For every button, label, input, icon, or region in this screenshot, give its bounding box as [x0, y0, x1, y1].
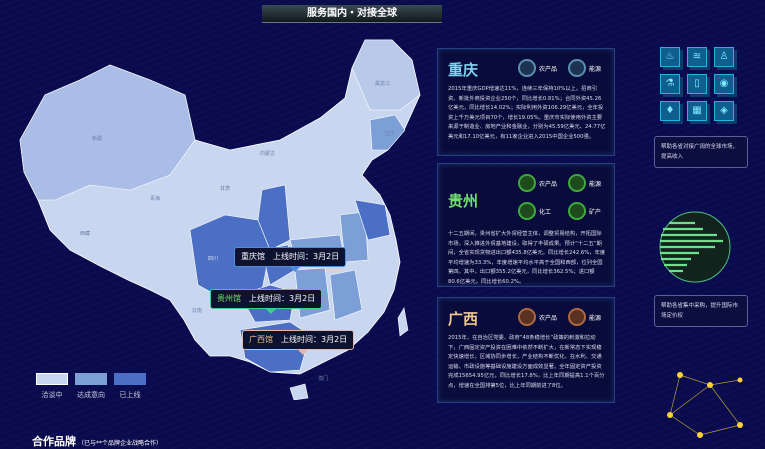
region-heilongjiang — [351, 39, 421, 111]
callout-name: 重庆馆 — [241, 252, 265, 261]
page-title: 服务国内・对接全球 — [262, 5, 442, 23]
corn-icon — [518, 308, 536, 326]
corn-icon — [518, 174, 536, 192]
tag-agriculture: 农产品 — [518, 174, 557, 192]
label-xinjiang: 新疆 — [92, 135, 102, 142]
tag-mineral: 矿产 — [568, 202, 601, 220]
panel-title: 广西 — [448, 310, 479, 328]
callout-chongqing[interactable]: 重庆馆 上线时间：3月2日 — [234, 247, 347, 272]
callout-time: 上线时间：3月2日 — [249, 294, 316, 303]
region-jiangsu — [354, 199, 391, 241]
panel-guizhou: 贵州 农产品 能源 化工 矿产 十二五期间，贵州省扩大外贸经营主体，调整贸易结构… — [437, 163, 615, 287]
bottle-icon[interactable]: ♨ — [660, 47, 680, 67]
region-hainan — [289, 383, 309, 400]
panel-chongqing: 重庆 农产品 能源 2015年重庆GDP增速达11%，连续三年保持10%以上。招… — [437, 48, 615, 156]
drop-icon — [568, 174, 586, 192]
logs-icon[interactable]: ≋ — [687, 47, 707, 67]
flask-icon — [518, 202, 536, 220]
label-sichuan: 四川 — [208, 256, 218, 262]
region-jiangxi — [329, 269, 363, 321]
network-graphic — [667, 372, 743, 438]
category-icon-grid: ♨ ≋ ♙ ⚗ ▯ ◉ ♦ ▦ ◈ — [660, 47, 734, 121]
label-neimenggu: 内蒙古 — [260, 150, 275, 157]
brand-heading: 合作品牌 （已与**个品牌企业战略合作） — [32, 435, 163, 448]
callout-time: 上线时间：3月2日 — [273, 252, 340, 261]
region-sichuan — [189, 214, 271, 301]
legend-item: 达成意向 — [75, 373, 107, 400]
label-heilongjiang: 黑龙江 — [375, 80, 390, 87]
device-icon[interactable]: ▦ — [687, 101, 707, 121]
label-qinghai: 青海 — [150, 195, 160, 202]
panel-text: 2015年，在自治区党委、政府“48条稳增长”政策的刺激和拉动下，广西固定资产投… — [448, 335, 605, 389]
tag-chemical: 化工 — [518, 202, 551, 220]
layers-icon[interactable]: ◈ — [714, 101, 734, 121]
callout-time: 上线时间：3月2日 — [281, 335, 348, 344]
note-pricing-power: 帮助各省集中采购，提升国际市场定价权 — [654, 295, 748, 327]
fire-icon[interactable]: ♦ — [660, 101, 680, 121]
flask-icon[interactable]: ⚗ — [660, 74, 680, 94]
magnet-icon — [568, 202, 586, 220]
map-legend: 洽谈中 达成意向 已上线 — [36, 373, 146, 400]
panel-guangxi: 广西 农产品 能源 2015年，在自治区党委、政府“48条稳增长”政策的刺激和拉… — [437, 297, 615, 403]
tag-energy: 能源 — [568, 308, 601, 326]
callout-name: 广西馆 — [249, 335, 273, 344]
drop-icon — [568, 59, 586, 77]
region-liaoning — [369, 114, 406, 151]
tag-agriculture: 农产品 — [518, 308, 557, 326]
panel-title: 贵州 — [448, 192, 479, 210]
legend-item: 已上线 — [114, 373, 146, 400]
region-anhui — [339, 211, 369, 263]
corn-icon — [518, 59, 536, 77]
region-taiwan — [397, 307, 409, 337]
panel-text: 十二五期间，贵州省扩大外贸经营主体，调整贸易结构，开拓国际市场，深入推进外贸基地… — [448, 231, 606, 285]
callout-guangxi[interactable]: 广西馆 上线时间：3月2日 — [242, 330, 355, 355]
label-gansu: 甘肃 — [220, 185, 230, 192]
drop-icon — [568, 308, 586, 326]
tag-agriculture: 农产品 — [518, 59, 557, 77]
callout-name: 贵州馆 — [217, 294, 241, 303]
tag-energy: 能源 — [568, 174, 601, 192]
label-yunnan: 云南 — [192, 307, 202, 314]
region-xinjiang — [19, 64, 196, 201]
callout-guizhou[interactable]: 贵州馆 上线时间：3月2日 — [210, 289, 323, 314]
label-xizang: 西藏 — [80, 230, 90, 237]
region-shaanxi — [257, 184, 291, 251]
note-global-market: 帮助各省对接广阔的全球市场，提高收入 — [654, 136, 748, 168]
panel-text: 2015年重庆GDP增速达11%，连续三年保持10%以上。招商引资、新批外商投资… — [448, 86, 606, 140]
panel-title: 重庆 — [448, 61, 479, 79]
phone-icon[interactable]: ▯ — [687, 74, 707, 94]
fish-icon[interactable]: ◉ — [714, 74, 734, 94]
legend-item: 洽谈中 — [36, 373, 68, 400]
shirt-icon[interactable]: ♙ — [714, 47, 734, 67]
label-liaoning: 辽宁 — [385, 130, 395, 137]
label-aomen: 澳门 — [318, 375, 328, 382]
globe-graphic — [659, 211, 731, 283]
china-map: 新疆 西藏 青海 甘肃 内蒙古 四川 云南 广西 澳门 辽宁 黑龙江 — [19, 39, 421, 400]
tag-energy: 能源 — [568, 59, 601, 77]
